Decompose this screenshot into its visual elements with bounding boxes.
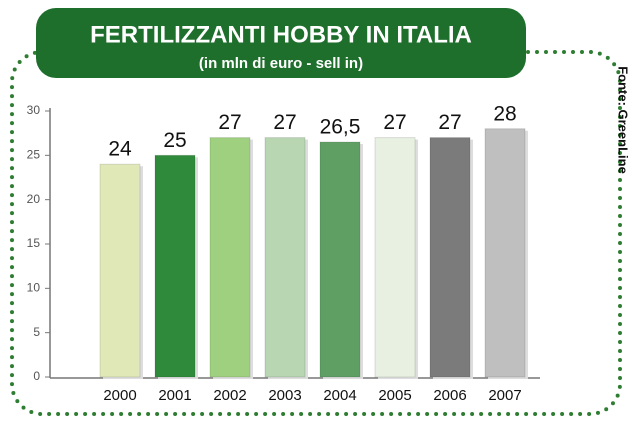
x-tick-label: 2005 (378, 387, 411, 404)
y-tick-label: 0 (33, 369, 40, 383)
value-label: 28 (493, 102, 516, 125)
y-tick-label: 25 (27, 148, 41, 162)
y-tick-label: 30 (27, 103, 41, 117)
x-tick-label: 2003 (268, 387, 301, 404)
title-box (36, 8, 526, 78)
value-label: 27 (273, 111, 296, 134)
dotted-border (10, 50, 622, 416)
bar (374, 137, 416, 378)
value-label: 27 (383, 111, 406, 134)
chart-title: FERTILIZZANTI HOBBY IN ITALIA (90, 21, 472, 48)
source: Fonte: GreenLine (616, 66, 631, 174)
chart-subtitle: (in mln di euro - sell in) (199, 55, 363, 72)
value-label: 26,5 (320, 116, 361, 139)
bar (154, 154, 196, 378)
value-label: 25 (163, 129, 186, 152)
x-tick-label: 2006 (433, 387, 466, 404)
x-tick-label: 2004 (323, 387, 356, 404)
value-label: 27 (438, 111, 461, 134)
bar (209, 137, 251, 378)
bar (264, 137, 306, 378)
value-label: 27 (218, 111, 241, 134)
y-tick-label: 10 (27, 281, 41, 295)
x-tick-label: 2000 (103, 387, 136, 404)
x-tick-label: 2007 (488, 387, 521, 404)
bar (484, 128, 526, 378)
value-label: 24 (108, 138, 132, 161)
x-tick-label: 2002 (213, 387, 246, 404)
bar (99, 163, 141, 378)
bar (429, 137, 471, 378)
x-tick-label: 2001 (158, 387, 191, 404)
bar (319, 141, 361, 378)
y-tick-label: 20 (27, 192, 41, 206)
y-tick-label: 15 (27, 236, 41, 250)
y-tick-label: 5 (33, 325, 40, 339)
